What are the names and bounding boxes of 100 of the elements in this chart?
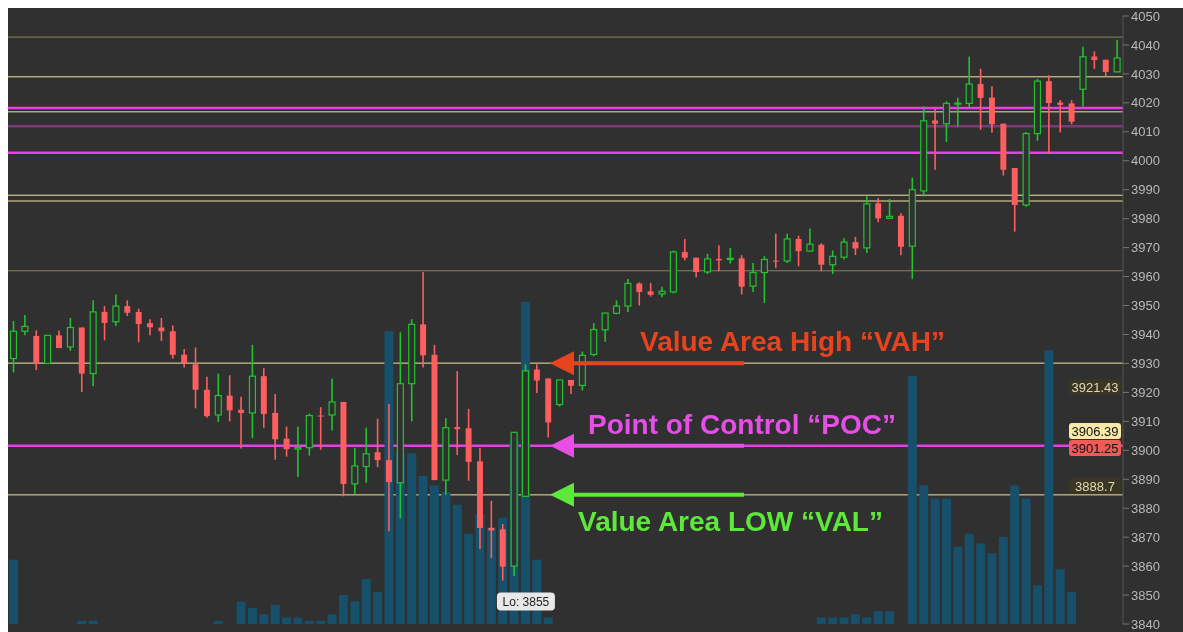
bar	[452, 504, 462, 624]
bar	[873, 611, 883, 624]
candlestick	[1045, 74, 1052, 155]
candlestick	[283, 425, 290, 458]
y-tick-label: 4040	[1131, 37, 1160, 53]
annotation: Value Area High “VAH”	[640, 326, 945, 358]
bar	[850, 614, 860, 624]
y-tick-label: 3840	[1131, 616, 1160, 632]
bar	[9, 559, 18, 624]
candlestick	[954, 96, 962, 128]
candlestick	[840, 237, 848, 261]
annotation: 3906.39	[1071, 424, 1119, 439]
bar	[464, 533, 474, 624]
candlestick	[624, 278, 632, 313]
candlestick	[294, 425, 302, 478]
annotation: 3921.43	[1071, 380, 1119, 395]
bar	[373, 591, 383, 624]
bar	[418, 475, 428, 624]
candlestick	[965, 55, 973, 109]
bar	[930, 498, 940, 624]
candlestick	[601, 312, 609, 343]
candlestick	[886, 198, 894, 220]
bar	[350, 601, 360, 624]
candlestick	[726, 247, 734, 265]
bar	[862, 617, 872, 624]
bar	[543, 617, 553, 624]
bar	[338, 595, 348, 624]
bar	[77, 620, 87, 624]
bar	[486, 527, 496, 624]
bar	[1055, 569, 1065, 624]
candlestick	[932, 108, 939, 171]
bar	[247, 607, 257, 624]
bar	[953, 546, 963, 624]
y-tick-label: 3980	[1131, 211, 1160, 227]
candlestick	[374, 417, 381, 468]
bar	[941, 498, 951, 624]
candlestick	[829, 249, 837, 275]
candlestick	[875, 197, 882, 223]
bar	[270, 604, 280, 624]
y-tick-label: 3970	[1131, 240, 1160, 256]
candlestick	[351, 446, 359, 495]
bar	[293, 617, 303, 624]
bar	[998, 537, 1008, 624]
annotation: Lo: 3855	[502, 594, 550, 609]
y-tick-label: 4020	[1131, 95, 1160, 111]
y-tick-label: 3990	[1131, 182, 1160, 198]
candlestick	[703, 252, 712, 275]
y-tick-label: 3960	[1131, 269, 1160, 285]
candlestick	[1113, 38, 1121, 73]
candlestick	[783, 232, 791, 264]
candlestick	[214, 372, 222, 423]
y-tick-label: 3950	[1131, 298, 1160, 314]
candlestick	[226, 374, 233, 423]
bar	[976, 543, 986, 624]
bar	[919, 485, 929, 624]
y-tick-label: 3850	[1131, 587, 1160, 603]
y-tick-label: 3860	[1131, 558, 1160, 574]
bar	[88, 620, 98, 624]
bar	[316, 620, 326, 624]
candlestick	[454, 370, 461, 456]
candlestick	[533, 363, 540, 394]
bar	[327, 614, 337, 624]
bar	[441, 491, 451, 624]
bar	[304, 620, 314, 624]
candlestick	[328, 377, 336, 432]
candlestick	[317, 406, 324, 451]
candlestick	[749, 262, 757, 293]
bar	[213, 620, 223, 624]
annotation: Point of Control “POC”	[588, 408, 896, 440]
bar	[236, 601, 246, 624]
candlestick	[795, 234, 802, 267]
bar	[259, 614, 269, 624]
bar	[816, 617, 826, 624]
annotation: Value Area LOW “VAL”	[578, 505, 883, 537]
bar	[282, 617, 292, 624]
bar	[429, 485, 439, 624]
annotation: 3888.7	[1075, 479, 1115, 494]
candlestick	[760, 255, 768, 304]
y-tick-label: 4050	[1131, 8, 1160, 24]
y-tick-label: 4000	[1131, 153, 1160, 169]
candlestick	[806, 227, 814, 252]
candlestick	[636, 281, 643, 307]
candlestick	[977, 67, 984, 131]
y-tick-label: 3870	[1131, 529, 1160, 545]
bar	[828, 617, 838, 624]
y-tick-label: 3910	[1131, 413, 1160, 429]
bar	[1010, 485, 1020, 624]
y-tick-label: 3920	[1131, 385, 1160, 400]
candlestick	[147, 318, 153, 337]
bar	[1044, 350, 1054, 624]
candlestick	[818, 242, 825, 273]
y-tick-label: 4030	[1131, 66, 1160, 82]
y-tick-label: 3890	[1131, 471, 1160, 487]
candlestick	[942, 100, 951, 143]
bar	[1032, 585, 1042, 624]
candlestick	[772, 232, 779, 269]
bar	[839, 617, 849, 624]
candlestick	[362, 426, 370, 484]
candlestick	[135, 307, 142, 344]
candlestick	[21, 314, 29, 337]
